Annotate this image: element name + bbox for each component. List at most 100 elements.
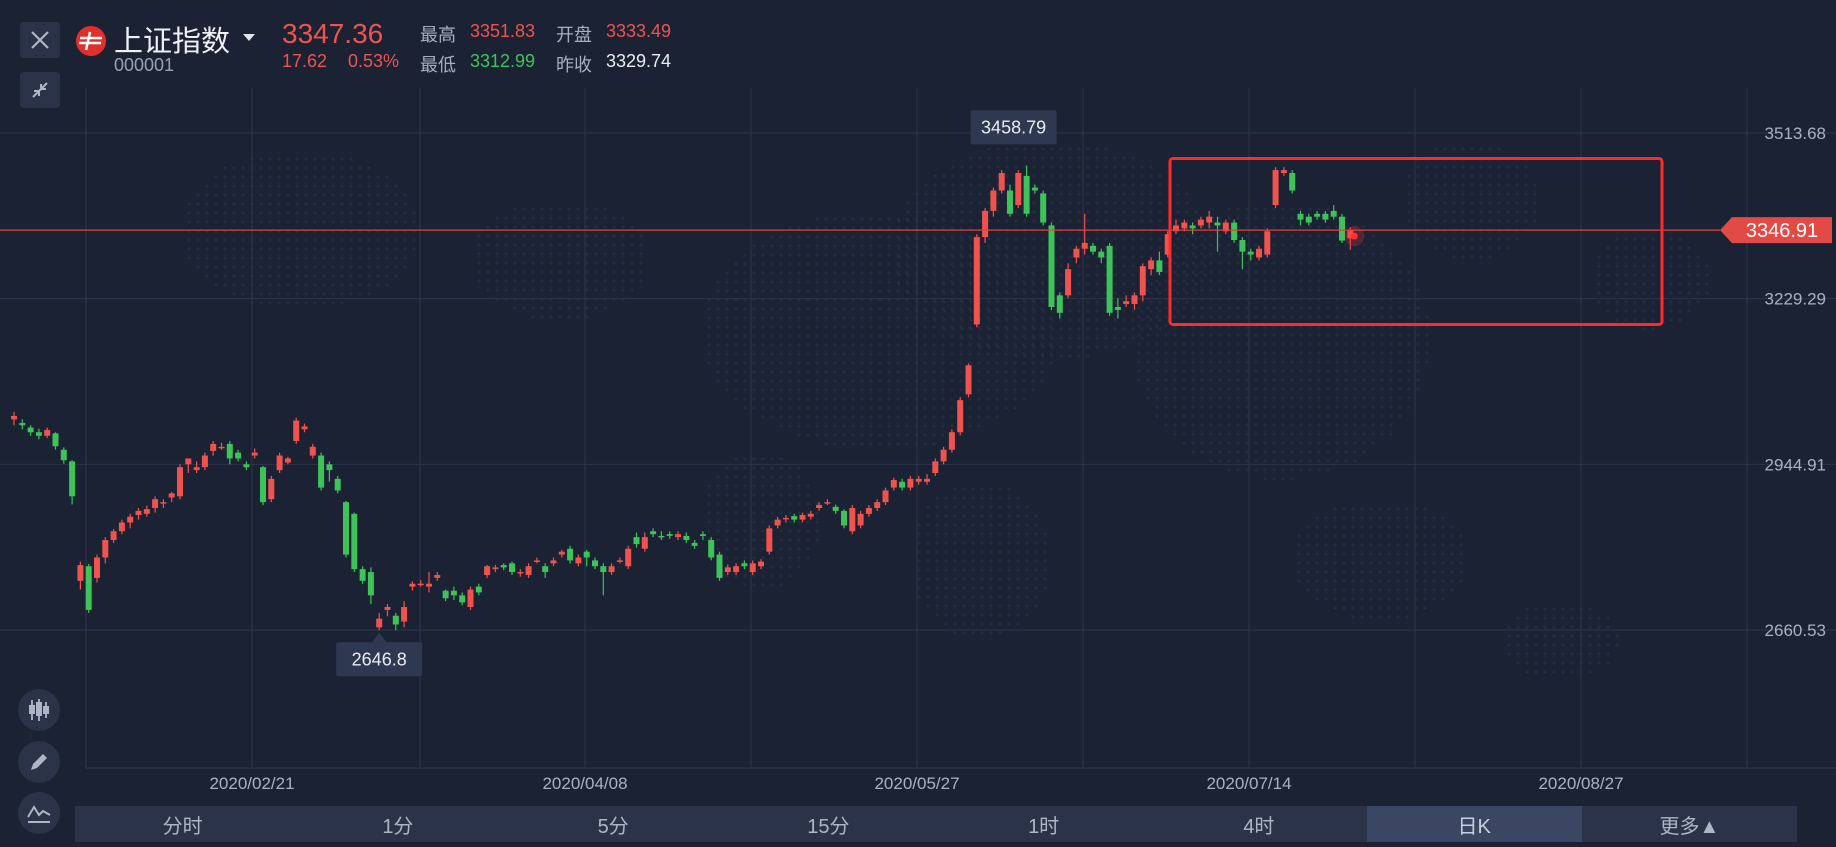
open-label: 开盘 (556, 25, 592, 45)
candle (500, 563, 507, 571)
close-button[interactable] (20, 22, 60, 58)
low-value: 3312.99 (470, 51, 536, 71)
candle (11, 411, 17, 426)
x-tick-label: 2020/05/27 (874, 774, 959, 793)
candle (1081, 213, 1088, 255)
candle (932, 458, 939, 476)
candle (1297, 210, 1304, 226)
candle (1231, 219, 1238, 243)
candle (1181, 219, 1188, 232)
candle (334, 475, 341, 494)
candle (467, 586, 474, 610)
candle (301, 423, 308, 433)
candle (193, 461, 200, 474)
candle (1189, 222, 1196, 235)
candle (417, 580, 424, 587)
candle (143, 505, 150, 517)
candle (699, 531, 706, 541)
tab-6[interactable]: 日K (1366, 806, 1582, 842)
draw-tool-button[interactable] (18, 741, 60, 783)
indicator-button[interactable] (18, 792, 60, 834)
candle (251, 448, 258, 459)
tab-7[interactable]: 更多▲ (1659, 815, 1720, 838)
price-change-pct: 0.53% (348, 51, 400, 71)
candle (716, 551, 723, 581)
candle (343, 500, 349, 558)
chart-type-button[interactable] (18, 689, 60, 731)
max-annotation-box (970, 110, 1057, 145)
candle (1272, 167, 1279, 208)
candlestick-icon (29, 699, 49, 721)
candle (924, 474, 930, 485)
candle (1339, 213, 1345, 243)
candle (616, 557, 623, 564)
candle (567, 545, 574, 564)
candle (658, 531, 665, 541)
period-tabs: 分时 1分 5分 15分 1时 4时 日K 更多▲ (75, 806, 1797, 842)
candle (666, 531, 673, 539)
index-name[interactable]: 上证指数 (114, 26, 231, 58)
candle (1090, 242, 1096, 255)
candle (973, 234, 980, 328)
candle (907, 475, 914, 491)
candle (600, 563, 607, 596)
candle (475, 583, 482, 596)
chart-grid: 3513.68 3229.29 2944.91 2660.53 2020/02/21 20… (0, 88, 1836, 793)
close-icon (31, 31, 49, 49)
current-price-tag (1720, 217, 1832, 244)
candle (1131, 292, 1138, 310)
candle (957, 397, 964, 436)
candlestick-chart[interactable]: 3513.68 3229.29 2944.91 2660.53 2020/02/21 20… (0, 0, 1836, 800)
tab-4[interactable]: 1时 (1028, 815, 1060, 838)
candle (832, 504, 839, 514)
candle (542, 563, 549, 578)
candle (409, 581, 416, 591)
index-logo (74, 24, 108, 58)
candle (799, 512, 806, 523)
candle (1247, 248, 1254, 261)
candle (284, 456, 291, 465)
tab-0[interactable]: 分时 (162, 815, 203, 838)
candle (226, 440, 233, 465)
candle (44, 427, 51, 439)
tab-2[interactable]: 5分 (597, 815, 629, 838)
candle (1239, 237, 1246, 270)
candle (392, 612, 399, 631)
candle (118, 519, 125, 535)
candle (1206, 210, 1213, 229)
candle (708, 537, 715, 561)
candle (948, 429, 955, 453)
tab-1[interactable]: 1分 (382, 815, 414, 838)
candle (592, 557, 598, 570)
candle (998, 170, 1005, 194)
y-tick-label: 3229.29 (1765, 290, 1826, 309)
candle (19, 419, 26, 430)
candle (525, 563, 532, 578)
candle (442, 589, 449, 602)
candle (326, 461, 333, 482)
tab-3[interactable]: 15分 (807, 815, 850, 838)
candle (633, 532, 640, 548)
open-value: 3333.49 (606, 21, 672, 41)
candle (766, 525, 773, 555)
candle (384, 604, 391, 617)
candle (60, 447, 67, 464)
tab-5[interactable]: 4时 (1243, 815, 1275, 838)
collapse-button[interactable] (20, 72, 60, 108)
candle (177, 464, 183, 500)
candle (1289, 170, 1296, 194)
candle (1098, 248, 1105, 264)
last-price: 3347.36 (282, 18, 384, 49)
candle (857, 510, 864, 529)
candle (575, 554, 582, 567)
index-code: 000001 (114, 55, 175, 75)
index-selector[interactable] (242, 30, 256, 48)
candle (218, 442, 225, 450)
candle (865, 505, 872, 517)
candle (426, 572, 432, 593)
candle (915, 475, 922, 485)
candle (450, 586, 457, 601)
candle (724, 564, 731, 575)
candle (558, 549, 565, 558)
candle (1330, 205, 1337, 220)
